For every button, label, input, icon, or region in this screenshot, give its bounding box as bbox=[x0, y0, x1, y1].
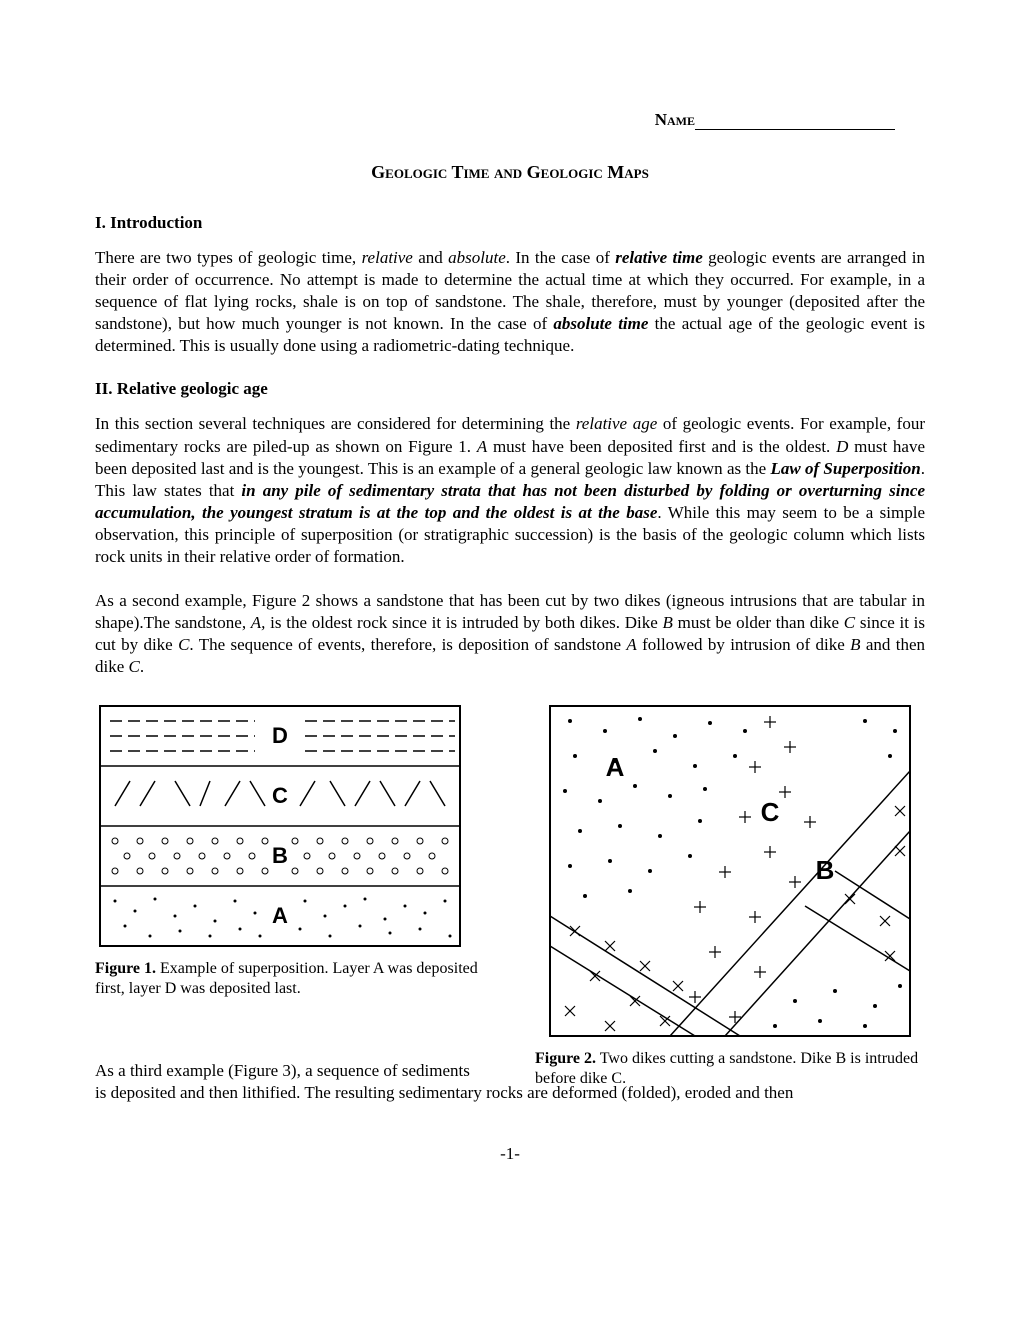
name-label: Name bbox=[655, 110, 695, 129]
figure-2-diagram: A B C bbox=[545, 701, 915, 1041]
figure-1-caption: Figure 1. Example of superposition. Laye… bbox=[95, 959, 485, 1001]
figure-1-block: D C bbox=[95, 701, 485, 1001]
para-3-line-1: As a third example (Figure 3), a sequenc… bbox=[95, 1060, 485, 1082]
figure-1-label-d: D bbox=[272, 723, 288, 748]
figures-row: D C bbox=[95, 701, 925, 1091]
document-page: Name Geologic Time and Geologic Maps I. … bbox=[0, 0, 1020, 1214]
section-2-para-1: In this section several techniques are c… bbox=[95, 413, 925, 568]
figure-2-label-c: C bbox=[761, 797, 780, 827]
name-field-line: Name bbox=[95, 110, 925, 130]
name-underline bbox=[695, 129, 895, 130]
figure-2-caption-label: Figure 2. bbox=[535, 1050, 596, 1067]
page-number: -1- bbox=[95, 1144, 925, 1164]
figure-1-caption-label: Figure 1. bbox=[95, 960, 156, 977]
section-2-para-2: As a second example, Figure 2 shows a sa… bbox=[95, 590, 925, 678]
section-2-heading: II. Relative geologic age bbox=[95, 379, 925, 399]
document-title: Geologic Time and Geologic Maps bbox=[95, 162, 925, 183]
figure-1-label-a: A bbox=[272, 903, 288, 928]
figure-2-label-b: B bbox=[816, 855, 835, 885]
figure-1-diagram: D C bbox=[95, 701, 465, 951]
section-1-heading: I. Introduction bbox=[95, 213, 925, 233]
figure-2-label-a: A bbox=[606, 752, 625, 782]
figure-1-label-b: B bbox=[272, 843, 288, 868]
figure-1-label-c: C bbox=[272, 783, 288, 808]
section-1-para: There are two types of geologic time, re… bbox=[95, 247, 925, 357]
para-3-line-2: is deposited and then lithified. The res… bbox=[95, 1083, 793, 1102]
figure-2-block: A B C Figure 2. Two dikes cutting a sand… bbox=[535, 701, 925, 1091]
